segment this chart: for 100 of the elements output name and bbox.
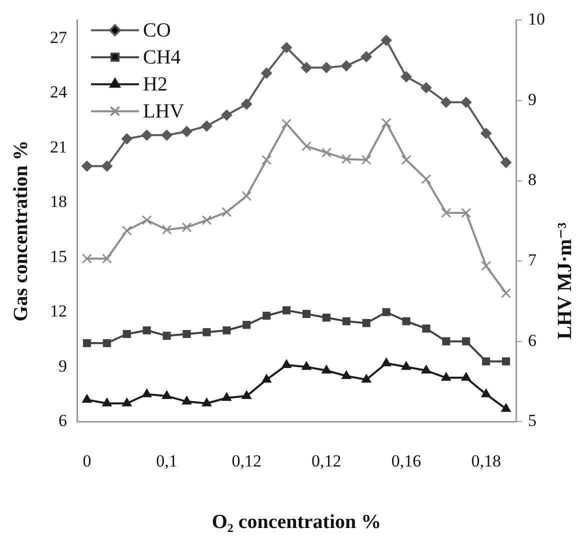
point	[201, 120, 212, 132]
point	[360, 51, 372, 62]
x-tick-label: 0,12	[232, 451, 262, 470]
point	[162, 332, 171, 340]
point	[82, 339, 92, 348]
point	[162, 224, 172, 235]
point	[202, 398, 212, 406]
point	[422, 324, 430, 333]
point	[221, 110, 232, 121]
legend-label: CH4	[143, 46, 181, 68]
point	[321, 148, 332, 158]
y-tick-label: 21	[50, 137, 67, 156]
point	[161, 130, 172, 141]
point	[182, 222, 192, 232]
y2-tick-label: 9	[528, 90, 536, 109]
x-tick-label: 0,1	[156, 451, 178, 470]
y2-tick-label: 7	[528, 250, 537, 270]
point	[262, 312, 271, 320]
point	[102, 254, 112, 264]
point	[401, 154, 412, 165]
point	[482, 357, 490, 366]
point	[222, 392, 232, 401]
point	[362, 319, 370, 328]
point	[481, 388, 491, 398]
point	[420, 82, 432, 94]
point	[302, 310, 311, 318]
y-tick-label: 12	[50, 302, 67, 321]
point	[281, 42, 292, 54]
point	[282, 306, 291, 314]
point	[261, 68, 272, 79]
point	[340, 60, 352, 72]
point	[322, 365, 332, 374]
point	[441, 208, 452, 218]
point	[381, 118, 392, 128]
point	[302, 361, 312, 370]
point	[440, 96, 452, 108]
point	[202, 328, 211, 336]
point	[301, 141, 312, 152]
point	[481, 260, 492, 271]
point	[381, 358, 392, 366]
point	[300, 62, 312, 74]
point	[102, 339, 111, 348]
point	[462, 337, 470, 346]
legend-label: CO	[143, 19, 171, 42]
point	[182, 396, 192, 405]
point	[502, 357, 510, 366]
point	[342, 317, 350, 326]
point	[380, 34, 392, 46]
point	[461, 372, 471, 381]
y2-axis-title: LHV MJ·m⁻³	[554, 222, 576, 340]
point	[501, 403, 511, 412]
point	[460, 96, 472, 108]
point	[382, 308, 390, 316]
point	[282, 118, 292, 129]
point	[81, 160, 92, 172]
point	[222, 207, 232, 218]
point	[82, 254, 92, 264]
point	[501, 288, 512, 298]
x-tick-label: 0,12	[312, 451, 342, 470]
x-axis-title: O₂ concentration %	[212, 511, 382, 534]
y-tick-label: 27	[50, 28, 68, 47]
point	[461, 208, 472, 218]
point	[342, 370, 352, 379]
point	[181, 126, 192, 137]
point	[122, 226, 132, 236]
y-tick-label: 18	[50, 192, 67, 212]
x-tick-label: 0	[82, 451, 92, 470]
point	[421, 365, 432, 374]
point	[341, 154, 352, 164]
point	[121, 133, 132, 144]
point	[282, 360, 292, 368]
point	[122, 398, 132, 406]
point	[242, 191, 252, 202]
point	[480, 128, 492, 139]
y2-tick-label: 5	[528, 411, 536, 430]
point	[202, 215, 212, 226]
y2-tick-label: 8	[528, 170, 536, 190]
point	[101, 160, 112, 172]
point	[442, 337, 450, 346]
y2-tick-label: 6	[528, 330, 536, 350]
legend-label: H2	[143, 73, 168, 96]
point	[242, 390, 252, 400]
point	[421, 174, 432, 184]
legend-label: LHV	[143, 100, 185, 122]
point	[241, 98, 252, 110]
point	[222, 326, 231, 334]
y-axis-title: Gas concentration %	[10, 140, 32, 322]
point	[262, 374, 272, 383]
y-tick-label: 15	[50, 246, 67, 266]
point	[441, 372, 451, 381]
point	[142, 388, 152, 398]
point	[500, 157, 512, 168]
point	[142, 326, 151, 334]
point	[122, 330, 131, 338]
point	[320, 62, 332, 74]
point	[401, 361, 412, 370]
point	[141, 130, 152, 141]
point	[322, 314, 330, 322]
point	[242, 320, 251, 329]
point	[402, 317, 410, 326]
